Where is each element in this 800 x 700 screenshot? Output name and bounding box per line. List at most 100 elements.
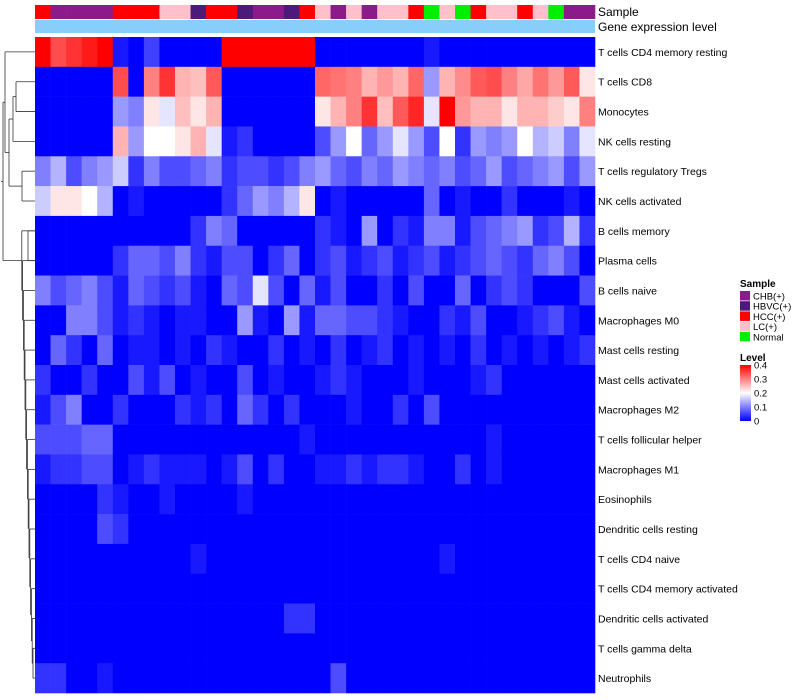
heatmap-cell [35, 573, 51, 604]
heatmap-cell [159, 514, 176, 545]
heatmap-cell [423, 335, 440, 366]
heatmap-cell [159, 335, 176, 366]
heatmap-cell [237, 394, 254, 425]
heatmap-cell [143, 603, 160, 634]
heatmap-cell [35, 514, 51, 545]
heatmap-cell [408, 454, 425, 485]
heatmap-cell [175, 96, 191, 127]
heatmap-cell [563, 633, 580, 664]
heatmap-cell [377, 454, 394, 485]
heatmap-cell [66, 305, 82, 336]
heatmap-cell [532, 514, 549, 545]
sample-cell [190, 5, 207, 19]
heatmap-cell [190, 156, 207, 187]
legend-label: HCC(+) [753, 312, 785, 323]
heatmap-cell [315, 215, 331, 247]
heatmap-cell [35, 335, 51, 366]
heatmap-cell [35, 365, 51, 396]
heatmap-cell [97, 365, 114, 396]
heatmap-cell [143, 156, 160, 187]
heatmap-cell [252, 514, 269, 545]
heatmap-cell [377, 394, 394, 425]
heatmap-cell [455, 454, 471, 485]
heatmap-cell [221, 215, 238, 247]
heatmap-cell [423, 603, 440, 634]
heatmap-cell [392, 365, 409, 396]
row-label: T cells CD4 naive [598, 554, 680, 566]
heatmap-cell [66, 37, 82, 68]
heatmap-cell [81, 215, 98, 247]
heatmap-cell [128, 305, 145, 336]
heatmap-cell [112, 37, 129, 68]
heatmap-cell [190, 126, 207, 157]
heatmap-cell [175, 424, 191, 455]
legend-gradient [740, 365, 751, 421]
heatmap-cell [81, 186, 98, 217]
heatmap-cell [408, 424, 425, 455]
heatmap-cell [221, 245, 238, 276]
heatmap-cell [377, 633, 394, 664]
heatmap-cell [455, 663, 471, 694]
heatmap-cell [455, 96, 471, 127]
heatmap-cell [470, 573, 487, 604]
heatmap-cell [532, 245, 549, 276]
heatmap-cell [159, 245, 176, 276]
heatmap-cell [35, 603, 51, 634]
heatmap-cell [128, 484, 145, 515]
heatmap-cell [315, 275, 331, 306]
heatmap-cell [81, 156, 98, 187]
heatmap-cell [470, 603, 487, 634]
heatmap-cell [392, 454, 409, 485]
heatmap-cell [252, 275, 269, 306]
heatmap-cell [532, 573, 549, 604]
heatmap-cell [190, 543, 207, 575]
heatmap-cell [455, 543, 471, 575]
heatmap-cell [423, 66, 440, 97]
heatmap-cell [532, 215, 549, 247]
heatmap-cell [315, 365, 331, 396]
heatmap-cell [252, 215, 269, 247]
row-label: T cells gamma delta [598, 643, 692, 655]
legend-swatch [740, 311, 750, 321]
heatmap-cell [579, 543, 596, 575]
heatmap-cell [361, 126, 378, 157]
heatmap-cell [112, 454, 129, 485]
sample-cell [548, 5, 565, 19]
heatmap-cell [346, 484, 362, 515]
heatmap-cell [532, 305, 549, 336]
heatmap-cell [50, 573, 67, 604]
heatmap-cell [190, 275, 207, 306]
heatmap-cell [486, 394, 502, 425]
heatmap-cell [315, 603, 331, 634]
heatmap-cell [128, 186, 145, 217]
heatmap-cell [548, 126, 565, 157]
heatmap-cell [128, 215, 145, 247]
heatmap-cell [579, 215, 596, 247]
heatmap-cell [408, 66, 425, 97]
sample-cell [50, 5, 67, 19]
heatmap-cell [299, 484, 316, 515]
heatmap-cell [268, 305, 285, 336]
heatmap-cell [97, 37, 114, 68]
heatmap-cell [221, 663, 238, 694]
heatmap-cell [190, 186, 207, 217]
heatmap-cell [330, 633, 347, 664]
heatmap-cell [175, 126, 191, 157]
sample-cell [455, 5, 471, 19]
heatmap-cell [221, 573, 238, 604]
heatmap-cell [470, 96, 487, 127]
heatmap-cell [501, 394, 518, 425]
heatmap-cell [299, 424, 316, 455]
heatmap-cell [128, 424, 145, 455]
heatmap-cell [377, 215, 394, 247]
heatmap-cell [206, 394, 222, 425]
heatmap-cell [517, 454, 534, 485]
heatmap-cell [439, 215, 456, 247]
heatmap-cell [66, 573, 82, 604]
heatmap-cell [190, 365, 207, 396]
heatmap-cell [97, 424, 114, 455]
heatmap-cell [548, 245, 565, 276]
heatmap-cell [159, 96, 176, 127]
heatmap-cell [346, 603, 362, 634]
legend-label: HBVC(+) [753, 302, 791, 313]
